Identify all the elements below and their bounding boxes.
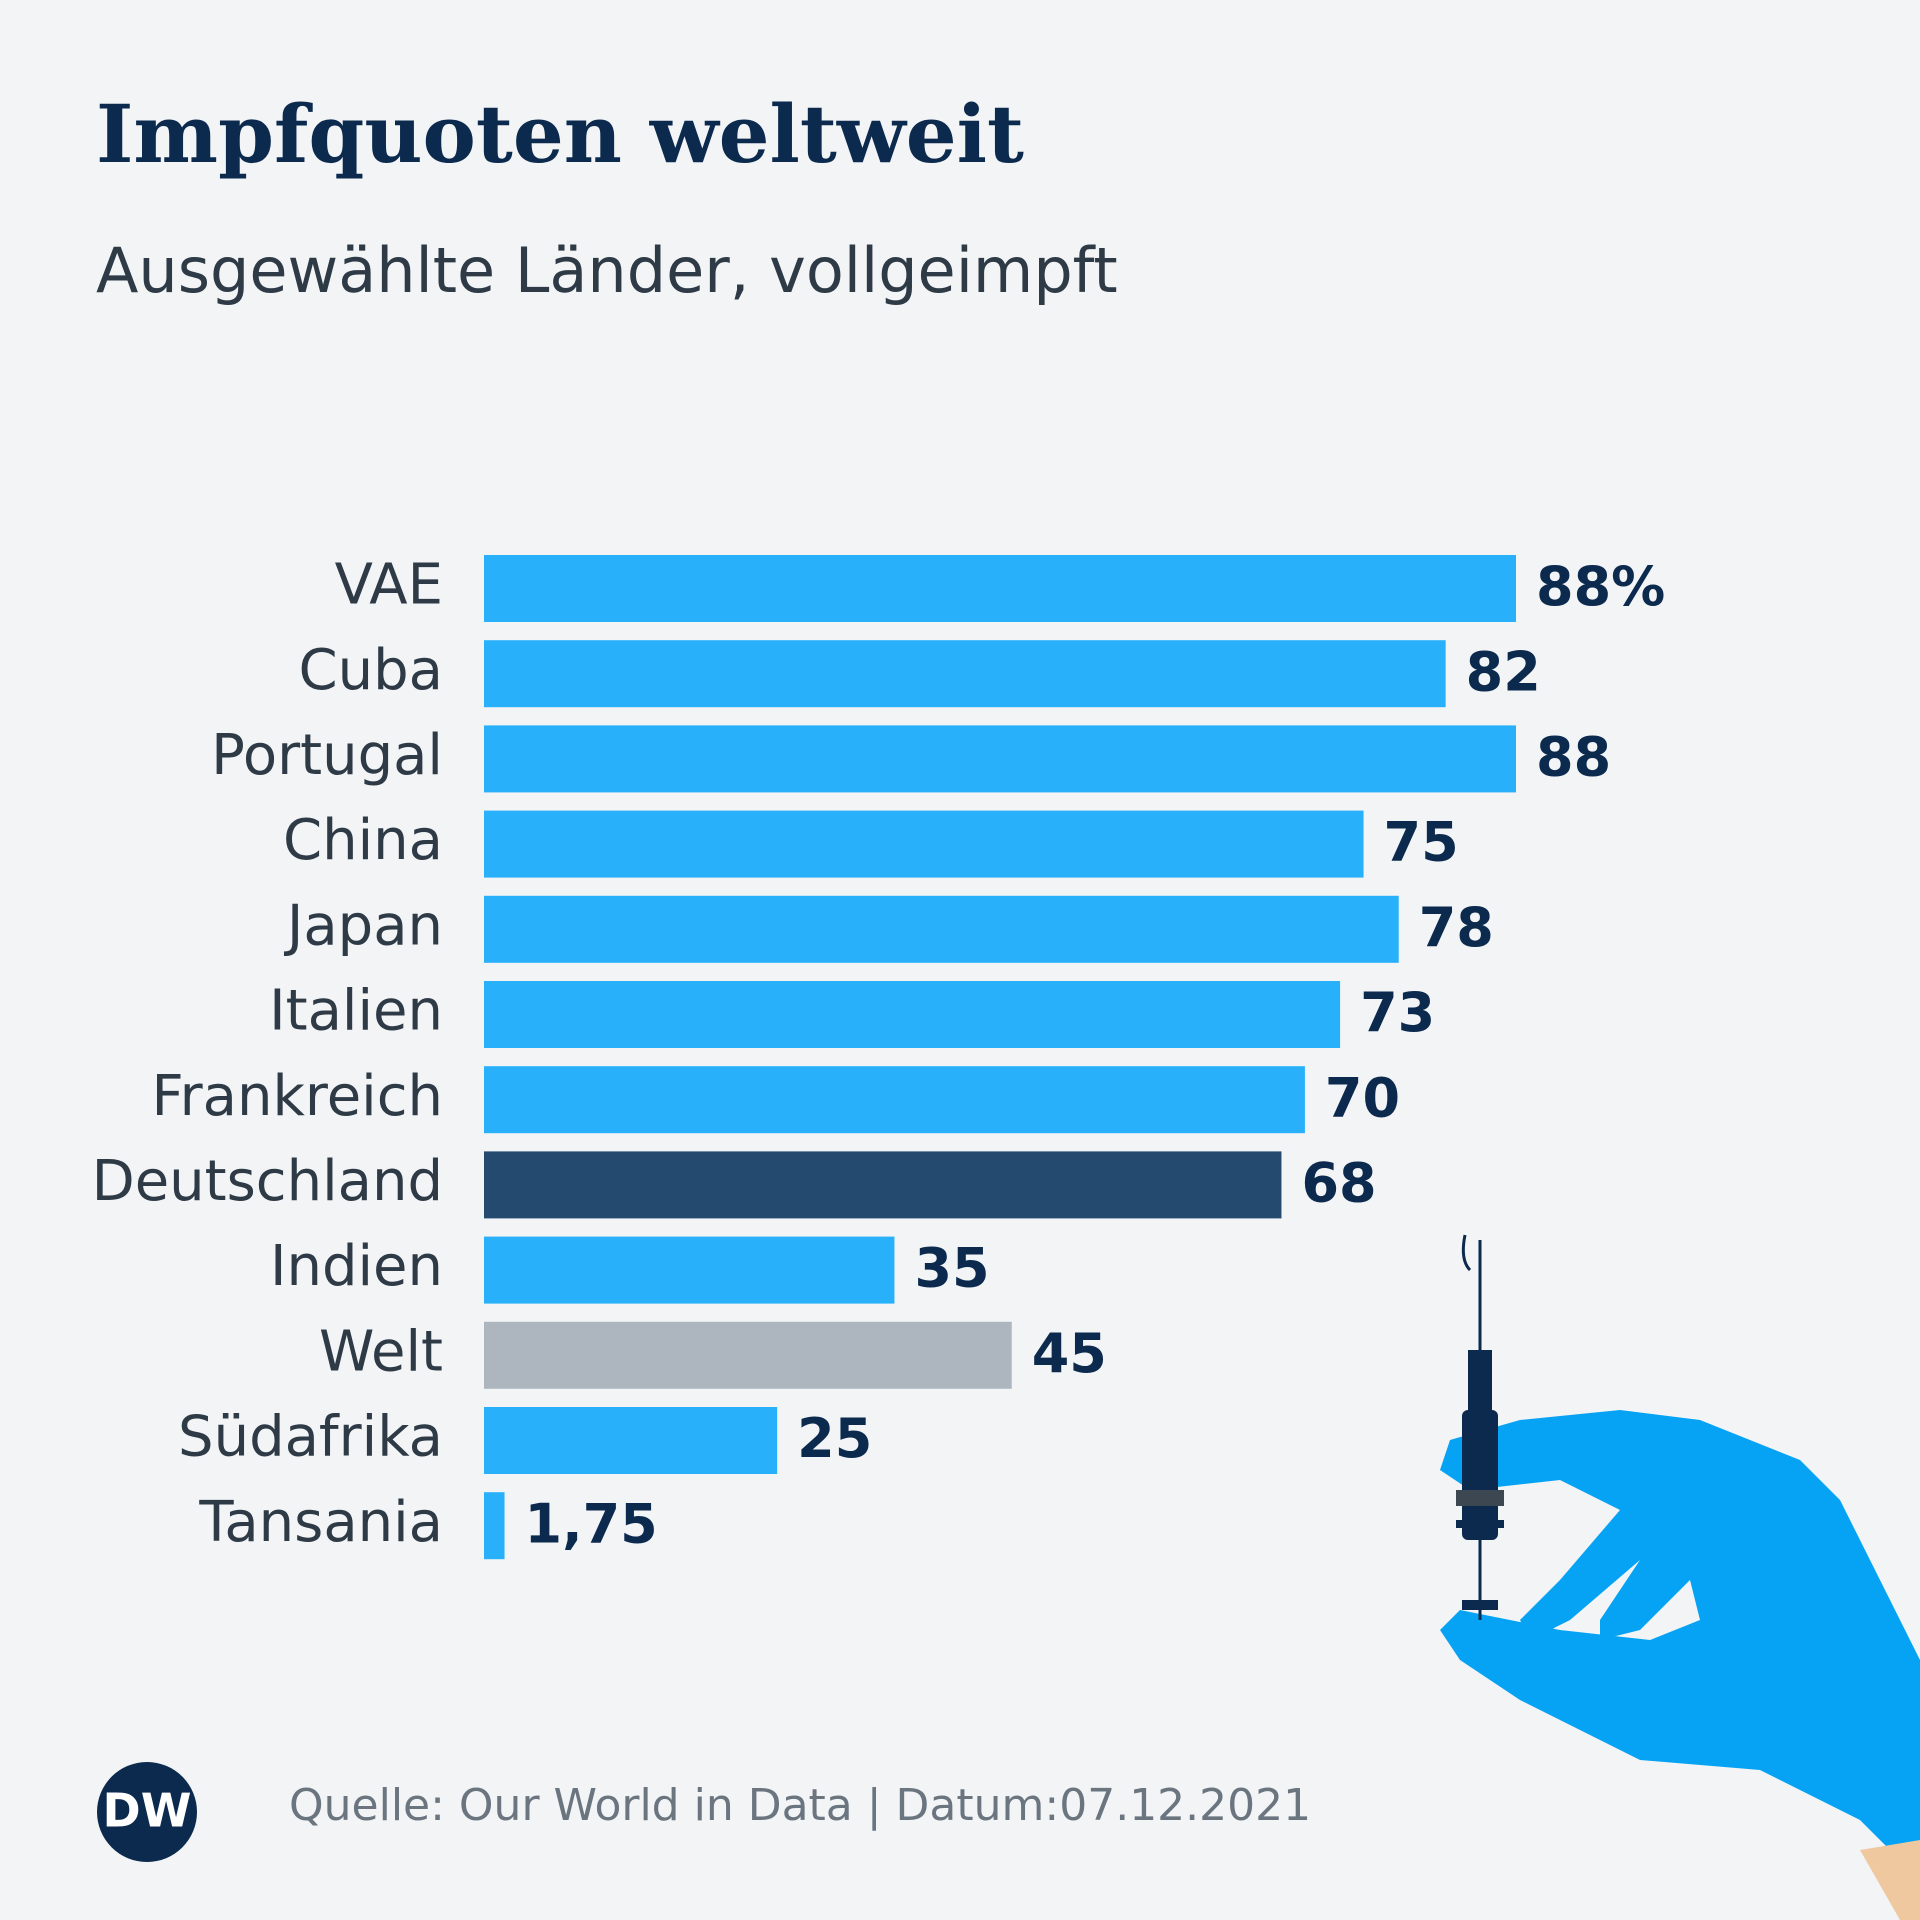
bar (484, 1066, 1305, 1134)
bar (484, 895, 1399, 963)
category-label: Deutschland (92, 1149, 443, 1214)
logo: DW (97, 1762, 197, 1862)
source: Quelle: Our World in Data | Datum:07.12.… (289, 1780, 1311, 1831)
value-label: 88 (1536, 726, 1611, 789)
logo-text: DW (103, 1784, 192, 1838)
value-label: 45 (1032, 1322, 1107, 1385)
category-label: Frankreich (152, 1064, 443, 1129)
logo-circle (97, 1762, 197, 1862)
chart-subtitle: Ausgewählte Länder, vollgeimpft (96, 234, 1118, 307)
value-label: 70 (1325, 1066, 1400, 1129)
chart-title: Impfquoten weltweit (96, 87, 1024, 181)
bar (484, 981, 1341, 1048)
category-label: Welt (319, 1319, 443, 1384)
value-label: 35 (914, 1237, 989, 1300)
value-label: 78 (1419, 896, 1494, 959)
bar (484, 810, 1364, 878)
bar (484, 1492, 505, 1560)
value-label: 75 (1384, 811, 1459, 874)
hand-illustration (1440, 1234, 1920, 1920)
bar (484, 640, 1446, 708)
category-label: Tansania (198, 1490, 443, 1555)
value-label: 82 (1466, 640, 1541, 703)
category-label: VAE (335, 553, 443, 618)
value-label: 88% (1536, 555, 1665, 618)
category-label: Cuba (299, 638, 443, 703)
category-label: Indien (270, 1234, 443, 1299)
bar (484, 725, 1516, 793)
category-label: Italien (269, 979, 443, 1044)
category-label: Südafrika (178, 1405, 443, 1470)
category-label: Japan (284, 893, 443, 958)
category-label: China (283, 808, 443, 873)
bar (484, 555, 1516, 622)
bar (484, 1236, 895, 1304)
bar (484, 1407, 778, 1474)
value-label: 25 (797, 1407, 872, 1470)
category-label: Portugal (211, 723, 443, 788)
value-label: 73 (1360, 981, 1435, 1044)
value-label: 1,75 (525, 1492, 658, 1555)
value-label: 68 (1301, 1152, 1376, 1215)
bar (484, 1321, 1012, 1389)
bar (484, 1151, 1282, 1219)
